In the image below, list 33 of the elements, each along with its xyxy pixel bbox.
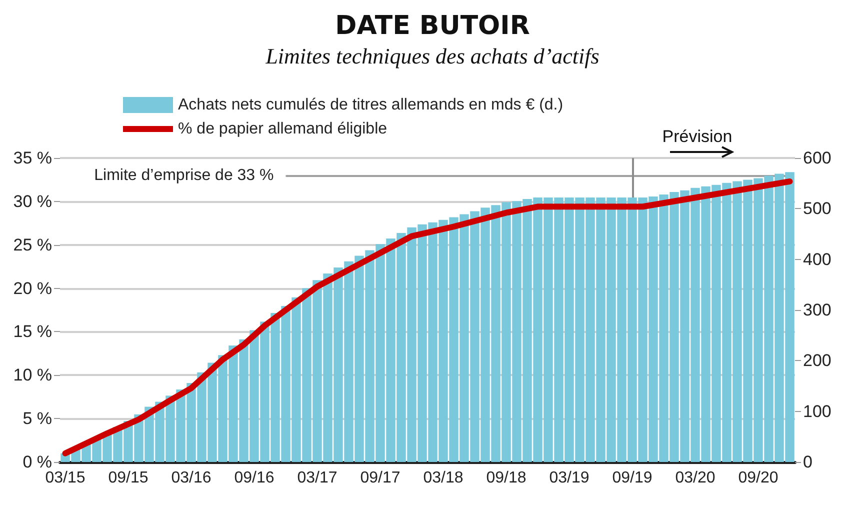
y2-tick-label: 0 (803, 452, 812, 472)
legend-label: Achats nets cumulés de titres allemands en mds € (d.) (178, 96, 564, 114)
x-tick-label: 03/16 (171, 470, 212, 486)
y-tick-label: 0 % (22, 452, 52, 472)
x-tick-label: 09/20 (738, 470, 778, 486)
y-tick-label: 15 % (13, 322, 52, 342)
x-tick-label: 03/17 (297, 470, 338, 486)
x-tick-label: 09/18 (486, 470, 526, 486)
ref-line-label: Limite d’emprise de 33 % (94, 166, 274, 184)
y-tick-label: 20 % (13, 278, 52, 298)
y-tick-label: 35 % (13, 148, 52, 168)
y2-tick-label: 600 (803, 148, 832, 168)
y-tick-label: 30 % (13, 192, 52, 211)
x-tick-label: 03/15 (45, 470, 86, 486)
y2-tick-label: 300 (803, 300, 832, 320)
x-tick-label: 09/16 (234, 470, 274, 486)
y-tick-label: 5 % (22, 409, 52, 428)
y2-tick-label: 200 (803, 351, 832, 370)
chart-title: DATE BUTOIR (335, 11, 530, 41)
x-tick-label: 03/18 (423, 470, 464, 486)
chart-subtitle: Limites techniques des achats d’actifs (264, 44, 600, 68)
legend-label: % de papier allemand éligible (178, 120, 388, 138)
x-tick-label: 03/20 (675, 470, 716, 486)
ref-line-label: Prévision (662, 127, 732, 146)
x-tick-label: 09/15 (108, 470, 148, 486)
x-tick-label: 03/19 (549, 470, 590, 486)
x-tick-label: 09/19 (612, 470, 652, 486)
y-tick-label: 10 % (13, 366, 52, 385)
y-tick-label: 25 % (13, 235, 52, 254)
y2-tick-label: 100 (803, 402, 832, 421)
y2-tick-label: 500 (803, 199, 832, 218)
x-tick-label: 09/17 (360, 470, 400, 486)
y2-tick-label: 400 (803, 250, 832, 269)
